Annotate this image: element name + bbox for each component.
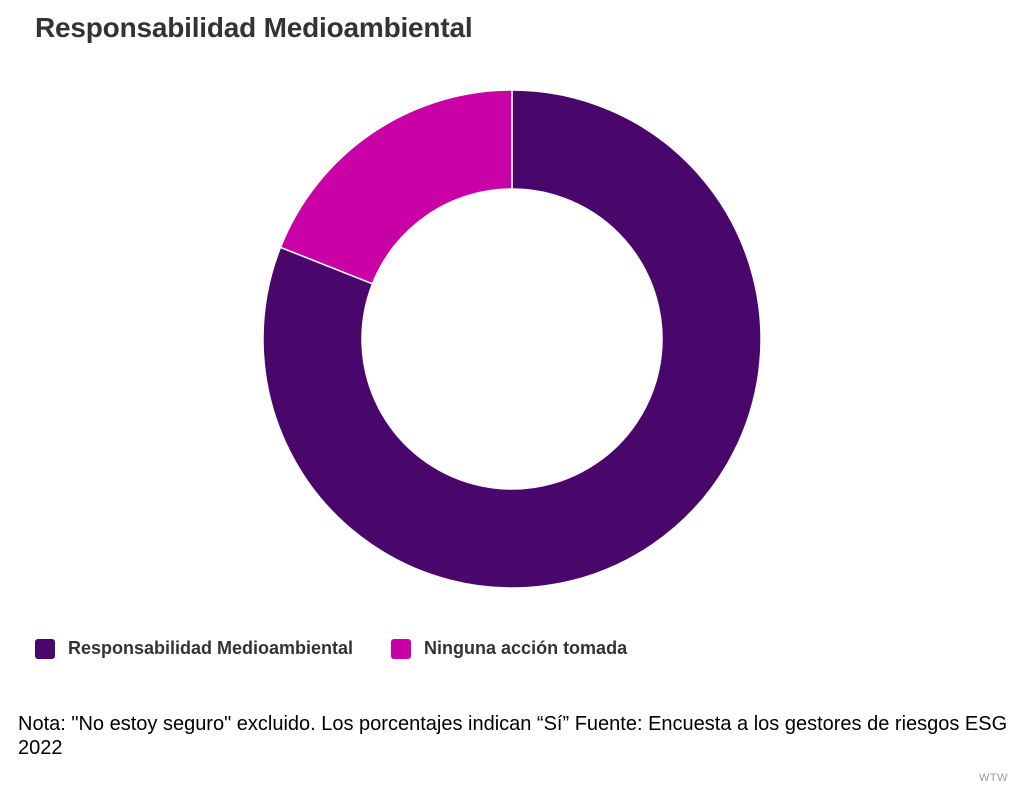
wtw-logo: WTW [979,772,1008,784]
legend-label-ninguna-accion: Ninguna acción tomada [424,638,628,658]
donut-slice-1[interactable] [279,89,513,285]
chart-title: Responsabilidad Medioambiental [35,12,473,43]
donut-slice-0[interactable] [262,89,762,589]
legend-item-ninguna-accion[interactable]: Ninguna acción tomada [391,638,627,659]
chart-legend: Responsabilidad Medioambiental Ninguna a… [35,638,665,659]
legend-swatch-responsabilidad [35,638,55,659]
legend-swatch-ninguna-accion [391,638,412,659]
legend-label-responsabilidad: Responsabilidad Medioambiental [68,638,354,658]
legend-item-responsabilidad[interactable]: Responsabilidad Medioambiental [35,638,353,659]
chart-footnote: Nota: "No estoy seguro" excluido. Los po… [18,713,1008,759]
